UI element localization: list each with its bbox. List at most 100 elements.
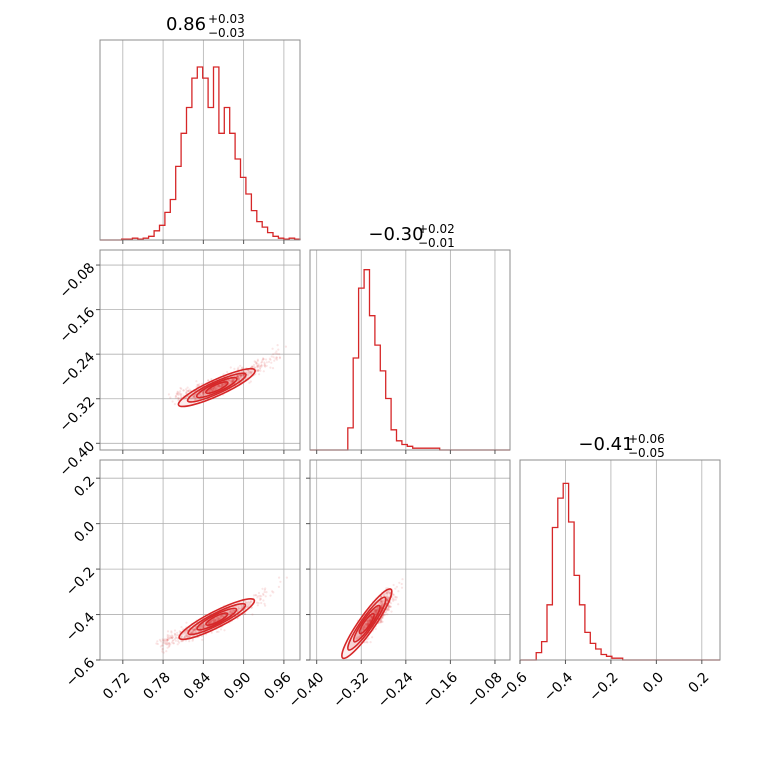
sample-point	[201, 382, 204, 385]
sample-point	[363, 625, 366, 628]
sample-point	[381, 616, 384, 620]
sample-point	[262, 593, 265, 597]
sample-point	[231, 379, 234, 382]
sample-point	[366, 623, 369, 626]
sample-point	[214, 618, 217, 621]
sample-point	[239, 374, 242, 377]
y-tick-label-2-1: −0.4	[63, 609, 98, 644]
sample-point	[169, 636, 172, 639]
sample-point	[245, 371, 248, 374]
x-tick-label-0-0: 0.72	[100, 669, 133, 702]
sample-point	[211, 619, 215, 622]
sample-point	[166, 639, 169, 642]
sample-point	[214, 619, 217, 622]
sample-point	[247, 605, 250, 608]
sample-point	[257, 602, 260, 605]
sample-point	[256, 368, 259, 371]
sample-point	[256, 358, 259, 361]
sample-point	[242, 373, 245, 376]
sample-point	[386, 592, 389, 596]
sample-point	[247, 374, 250, 377]
sample-point	[275, 356, 278, 359]
sample-point	[209, 620, 212, 623]
sample-point	[379, 600, 382, 603]
sample-point	[386, 597, 389, 600]
density-contour-3	[204, 381, 229, 395]
sample-point	[278, 357, 281, 360]
sample-point	[192, 630, 195, 633]
sample-point	[367, 619, 371, 622]
sample-point	[231, 378, 234, 381]
sample-point	[237, 605, 240, 608]
sample-point	[181, 632, 184, 636]
sample-point	[159, 640, 162, 643]
sample-point	[161, 647, 164, 650]
sample-point	[240, 374, 244, 377]
sample-point	[278, 576, 281, 579]
sample-point	[195, 385, 198, 388]
sample-point	[375, 610, 378, 613]
sample-point	[163, 639, 166, 643]
sample-point	[231, 380, 234, 383]
sample-point	[269, 358, 272, 361]
sample-point	[256, 604, 259, 607]
sample-point	[203, 392, 206, 395]
sample-point	[192, 638, 195, 641]
sample-point	[370, 615, 373, 618]
sample-point	[213, 387, 216, 390]
sample-point	[168, 643, 171, 646]
sample-point	[238, 378, 241, 381]
sample-point	[374, 608, 378, 611]
sample-point	[171, 639, 174, 642]
y-tick-label-2-4: 0.2	[71, 473, 98, 500]
sample-point	[174, 395, 177, 398]
sample-point	[188, 635, 191, 638]
sample-point	[359, 635, 362, 638]
sample-point	[374, 612, 378, 615]
sample-point	[274, 352, 277, 355]
sample-point	[369, 641, 372, 644]
sample-point	[393, 598, 396, 601]
sample-point	[262, 358, 265, 361]
sample-point	[206, 622, 210, 625]
sample-point	[185, 392, 188, 395]
sample-point	[255, 362, 258, 365]
sample-point	[361, 627, 364, 630]
sample-point	[238, 378, 241, 381]
sample-point	[208, 621, 211, 624]
sample-point	[257, 365, 260, 369]
sample-point	[372, 610, 375, 614]
sample-point	[373, 610, 376, 614]
sample-point	[201, 626, 204, 629]
sample-point	[366, 619, 369, 622]
sample-point	[166, 635, 169, 638]
sample-point	[387, 608, 390, 611]
sample-point	[178, 641, 181, 644]
sample-point	[379, 595, 383, 598]
sample-point	[169, 636, 172, 639]
sample-point	[387, 607, 390, 610]
sample-point	[166, 638, 169, 641]
sample-point	[252, 594, 255, 597]
sample-point	[270, 355, 273, 358]
histogram-2	[520, 482, 720, 661]
param-1-err-minus: −0.01	[418, 236, 455, 250]
sample-point	[272, 353, 275, 356]
sample-point	[179, 390, 182, 393]
sample-point	[382, 600, 385, 603]
sample-point	[182, 389, 185, 392]
density-contour-3	[358, 612, 375, 635]
sample-point	[166, 633, 169, 637]
sample-point	[178, 392, 181, 395]
sample-point	[169, 643, 172, 646]
sample-point	[230, 380, 233, 383]
sample-point	[400, 586, 404, 589]
sample-point	[386, 594, 389, 597]
sample-point	[221, 383, 224, 386]
sample-point	[188, 635, 191, 638]
sample-point	[278, 353, 281, 356]
sample-point	[380, 620, 383, 624]
sample-point	[167, 638, 170, 641]
sample-point	[219, 616, 222, 619]
sample-point	[244, 612, 247, 616]
